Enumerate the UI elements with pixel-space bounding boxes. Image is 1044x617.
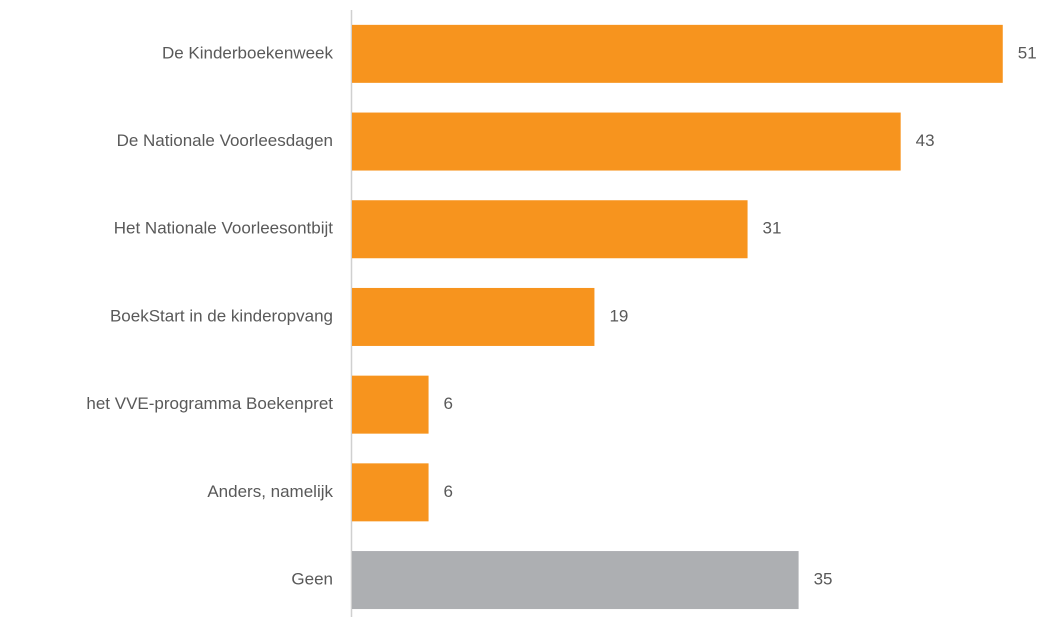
value-label: 31: [763, 219, 782, 238]
value-label: 6: [444, 482, 453, 501]
category-label: BoekStart in de kinderopvang: [110, 306, 333, 325]
value-label: 35: [814, 570, 833, 589]
value-label: 51: [1018, 43, 1037, 62]
bar: [352, 375, 429, 434]
bar: [352, 200, 748, 259]
value-label: 6: [444, 394, 453, 413]
bar: [352, 287, 595, 346]
bar: [352, 463, 429, 522]
category-label: Het Nationale Voorleesontbijt: [114, 219, 334, 238]
value-label: 19: [609, 306, 628, 325]
category-label: Geen: [291, 570, 333, 589]
bar: [352, 24, 1003, 83]
value-label: 43: [916, 131, 935, 150]
category-label: De Nationale Voorleesdagen: [117, 131, 333, 150]
category-label: De Kinderboekenweek: [162, 43, 334, 62]
category-label: het VVE-programma Boekenpret: [86, 394, 333, 413]
bar: [352, 112, 901, 171]
bar: [352, 551, 799, 610]
category-label: Anders, namelijk: [207, 482, 333, 501]
